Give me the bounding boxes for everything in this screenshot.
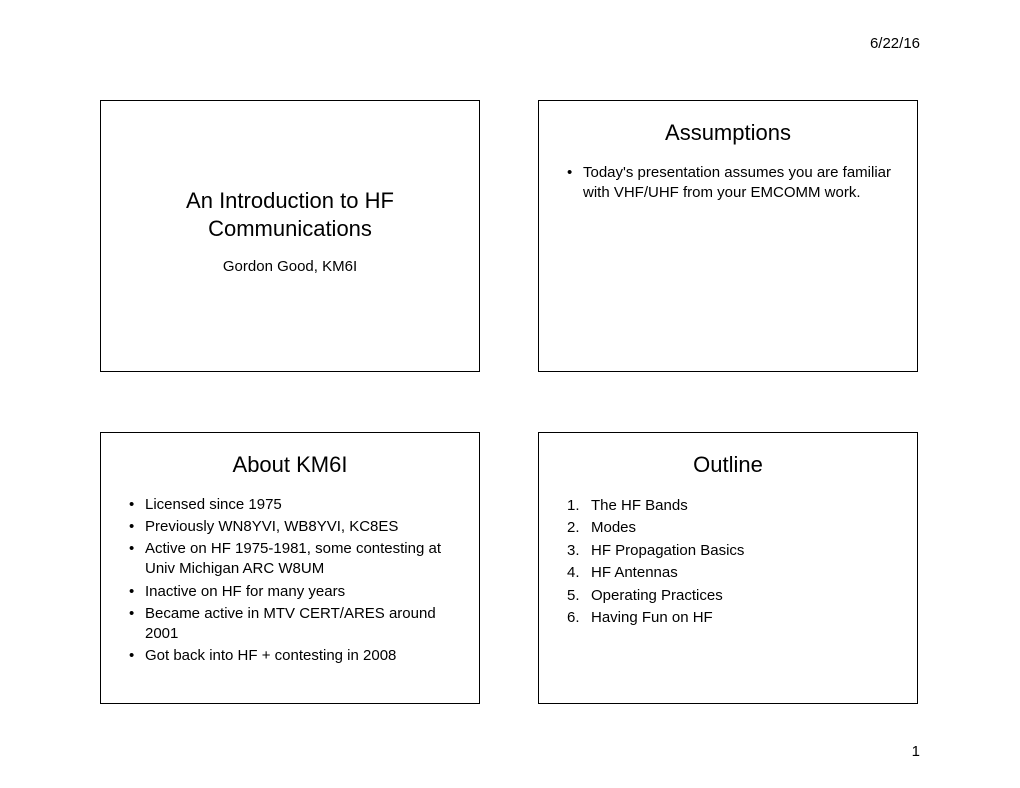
bullet-item: Became active in MTV CERT/ARES around 20… — [123, 604, 457, 645]
title-line-1: An Introduction to HF — [186, 188, 394, 213]
handout-page: 6/22/16 An Introduction to HF Communicat… — [0, 0, 1020, 788]
numbered-list: The HF Bands Modes HF Propagation Basics… — [561, 495, 895, 630]
bullet-item: Inactive on HF for many years — [123, 582, 457, 602]
title-line-2: Communications — [208, 216, 372, 241]
bullet-item: Licensed since 1975 — [123, 495, 457, 515]
slide-heading: About KM6I — [123, 451, 457, 479]
slide-title-intro: An Introduction to HF Communications Gor… — [100, 100, 480, 372]
slide-assumptions: Assumptions Today's presentation assumes… — [538, 100, 918, 372]
numbered-item: HF Propagation Basics — [561, 540, 895, 563]
slide-heading: Assumptions — [561, 119, 895, 147]
bullet-list: Today's presentation assumes you are fam… — [561, 163, 895, 204]
footer-page-number: 1 — [912, 743, 920, 760]
numbered-item: Having Fun on HF — [561, 607, 895, 630]
bullet-item: Got back into HF + contesting in 2008 — [123, 646, 457, 666]
numbered-item: Modes — [561, 517, 895, 540]
slide-outline: Outline The HF Bands Modes HF Propagatio… — [538, 432, 918, 704]
numbered-item: Operating Practices — [561, 585, 895, 608]
slide-grid: An Introduction to HF Communications Gor… — [100, 100, 920, 704]
numbered-item: The HF Bands — [561, 495, 895, 518]
bullet-item: Active on HF 1975-1981, some contesting … — [123, 539, 457, 580]
slide-heading: Outline — [561, 451, 895, 479]
bullet-item: Previously WN8YVI, WB8YVI, KC8ES — [123, 517, 457, 537]
slide-about: About KM6I Licensed since 1975 Previousl… — [100, 432, 480, 704]
header-date: 6/22/16 — [870, 35, 920, 52]
slide-heading: An Introduction to HF Communications — [123, 187, 457, 242]
numbered-item: HF Antennas — [561, 562, 895, 585]
bullet-list: Licensed since 1975 Previously WN8YVI, W… — [123, 495, 457, 667]
bullet-item: Today's presentation assumes you are fam… — [561, 163, 895, 204]
slide-subtitle: Gordon Good, KM6I — [123, 258, 457, 275]
